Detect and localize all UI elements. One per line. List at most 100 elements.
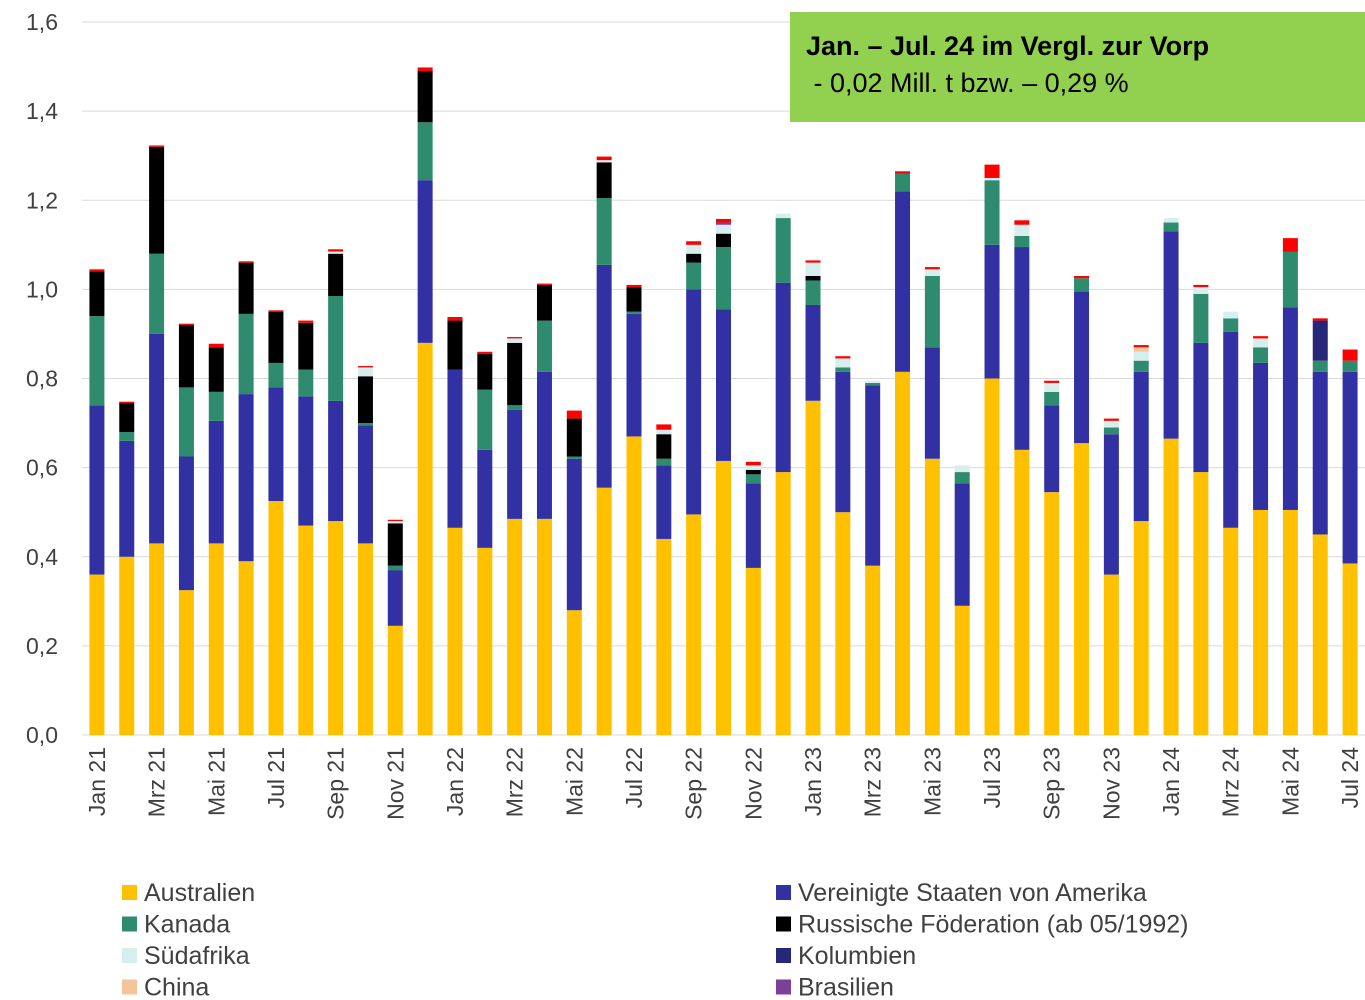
- bar-segment: [89, 405, 105, 575]
- legend-label: Südafrika: [144, 942, 250, 970]
- bar-segment: [1103, 434, 1119, 575]
- bar-segment: [686, 253, 702, 263]
- bar-segment: [477, 389, 493, 450]
- bar-segment: [119, 431, 135, 441]
- bar-segment: [895, 171, 911, 174]
- x-tick-label: Mai 22: [561, 747, 587, 816]
- bar-segment: [1193, 342, 1209, 473]
- bar-segment: [1014, 224, 1030, 236]
- bar-segment: [387, 519, 403, 522]
- bar-segment: [745, 469, 761, 475]
- bar-segment: [238, 262, 254, 314]
- bar-segment: [1312, 534, 1328, 735]
- bar-segment: [89, 574, 105, 735]
- x-tick-label: Nov 21: [382, 747, 408, 820]
- x-tick-label: Nov 22: [740, 747, 766, 820]
- y-tick-label: 1,2: [26, 187, 58, 213]
- bar-segment: [1133, 371, 1149, 522]
- bar-segment: [626, 436, 642, 735]
- bar-segment: [924, 276, 940, 348]
- bar-segment: [835, 356, 851, 359]
- bar-segment: [805, 400, 821, 735]
- bar-segment: [1044, 382, 1060, 392]
- bar-segment: [298, 525, 314, 735]
- bar-segment: [596, 160, 612, 163]
- bar-segment: [178, 325, 194, 388]
- bar-segment: [656, 424, 672, 430]
- bar-segment: [745, 483, 761, 568]
- bar-segment: [536, 518, 552, 735]
- bar-segment: [1312, 371, 1328, 535]
- bar-segment: [895, 191, 911, 372]
- bar-segment: [149, 543, 165, 735]
- legend-swatch: [122, 948, 137, 963]
- bar-segment: [536, 284, 552, 321]
- bar-segment: [387, 565, 403, 571]
- bar-segment: [387, 625, 403, 735]
- bar-segment: [1074, 276, 1090, 279]
- bar-segment: [656, 429, 672, 435]
- bar-segment: [1103, 574, 1119, 735]
- bar-segment: [536, 371, 552, 519]
- bar-segment: [1044, 380, 1060, 383]
- bar-segment: [417, 67, 433, 72]
- bar-segment: [89, 271, 105, 317]
- bar-segment: [1133, 345, 1149, 348]
- bar-segment: [119, 401, 135, 404]
- bar-segment: [387, 570, 403, 626]
- bar-segment: [1193, 472, 1209, 735]
- bar-segment: [1312, 360, 1328, 372]
- bar-segment: [1163, 231, 1179, 439]
- y-tick-label: 0,4: [26, 544, 58, 570]
- bar-segment: [268, 387, 284, 502]
- bar-segment: [835, 367, 851, 372]
- bar-segment: [298, 320, 314, 323]
- bar-segment: [1223, 311, 1239, 319]
- bar-segment: [178, 590, 194, 735]
- bar-segment: [566, 456, 582, 459]
- bar-segment: [1193, 287, 1209, 294]
- bar-segment: [1133, 351, 1149, 361]
- bar-segment: [1103, 420, 1119, 428]
- bar-segment: [447, 320, 463, 370]
- bar-segment: [1074, 278, 1090, 292]
- bar-segment: [626, 284, 642, 288]
- bar-segment: [924, 269, 940, 277]
- bar-segment: [745, 465, 761, 470]
- bar-segment: [984, 180, 1000, 245]
- bar-segment: [447, 527, 463, 735]
- bar-segment: [835, 371, 851, 513]
- legend-swatch: [122, 916, 137, 932]
- bar-segment: [298, 396, 314, 526]
- legend-swatch: [122, 885, 137, 900]
- bar-segment: [1312, 320, 1328, 361]
- bar-segment: [716, 233, 731, 248]
- bar-segment: [745, 567, 761, 735]
- y-tick-label: 0,2: [26, 633, 58, 659]
- bar-segment: [835, 512, 851, 735]
- bar-segment: [208, 543, 224, 735]
- x-tick-label: Mai 21: [203, 747, 229, 816]
- bar-segment: [805, 260, 821, 263]
- x-tick-label: Sep 22: [681, 747, 707, 820]
- legend-label: Australien: [144, 879, 255, 907]
- bar-segment: [865, 385, 881, 566]
- bar-segment: [1342, 563, 1358, 735]
- bar-segment: [596, 156, 612, 161]
- bar-segment: [507, 337, 523, 339]
- bar-segment: [149, 146, 165, 254]
- bar-segment: [238, 561, 254, 735]
- bar-segment: [1014, 247, 1030, 450]
- bar-segment: [805, 276, 821, 281]
- bar-segment: [89, 316, 105, 406]
- bar-segment: [1103, 427, 1119, 435]
- bar-segment: [417, 71, 433, 123]
- legend-label: Brasilien: [798, 974, 894, 1000]
- bar-segment: [1342, 360, 1358, 372]
- bar-segment: [1044, 405, 1060, 493]
- bar-segment: [596, 264, 612, 488]
- legend-label: Vereinigte Staaten von Amerika: [798, 879, 1147, 907]
- bar-segment: [119, 440, 135, 557]
- bar-segment: [716, 460, 731, 735]
- bar-segment: [865, 380, 881, 383]
